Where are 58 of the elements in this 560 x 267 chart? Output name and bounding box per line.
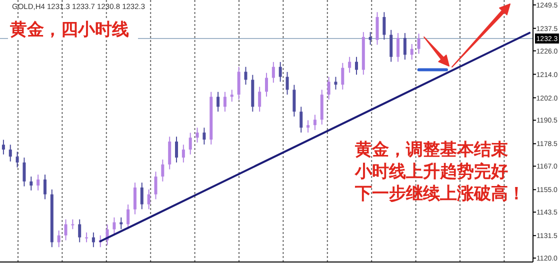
candlestick [300, 106, 303, 134]
candlestick [16, 151, 19, 168]
annotation: 下一步继续上涨破高！ [354, 184, 525, 203]
candlestick [85, 232, 88, 243]
candlestick [223, 91, 226, 112]
candlestick [334, 76, 338, 90]
candlestick [147, 188, 150, 210]
candlestick [216, 91, 220, 112]
candlestick [140, 182, 144, 210]
candlestick [306, 120, 310, 134]
candlestick [188, 132, 192, 155]
candlestick [43, 174, 46, 200]
candlestick [8, 144, 12, 162]
candlestick [182, 144, 185, 163]
candlestick [258, 86, 262, 112]
candlestick [92, 232, 95, 248]
annotation: 小时线上升趋势完好 [354, 162, 508, 181]
candlestick [154, 171, 158, 200]
candlestick [161, 159, 164, 182]
annotation: 黄金，调整基本结束 [354, 140, 508, 159]
candlestick [202, 127, 206, 145]
candlestick [410, 43, 414, 60]
candlestick [237, 66, 240, 100]
candlestick [230, 89, 234, 102]
candlestick [64, 218, 68, 241]
candlestick [382, 12, 386, 40]
candlestick [168, 136, 172, 170]
candlestick [22, 157, 26, 187]
candlestick [120, 216, 123, 230]
candlestick [327, 76, 330, 100]
candlestick [390, 29, 393, 62]
candlestick [175, 136, 178, 163]
candlestick [112, 216, 116, 235]
candlestick [354, 56, 358, 76]
candlestick [417, 33, 420, 54]
candlestick [133, 182, 136, 215]
candlestick [71, 218, 74, 230]
candlestick [196, 127, 199, 144]
candlestick [286, 71, 289, 96]
candlestick [376, 12, 379, 46]
candlestick [396, 32, 400, 62]
text: 黄金，四小时线 [9, 20, 129, 39]
candlestick [2, 139, 5, 155]
candlestick [403, 32, 406, 60]
candlestick [78, 218, 82, 243]
candlestick [272, 61, 275, 84]
candlestick [292, 84, 296, 118]
candlestick [265, 72, 268, 98]
candlestick [57, 230, 60, 248]
candlestick [341, 62, 344, 90]
candlestick [368, 32, 372, 46]
candlestick [30, 176, 33, 191]
candlestick [313, 114, 316, 131]
candlestick [244, 66, 248, 86]
candlestick [36, 174, 40, 191]
candlestick [348, 56, 352, 74]
candlestick [126, 204, 130, 230]
candlestick [278, 61, 282, 82]
